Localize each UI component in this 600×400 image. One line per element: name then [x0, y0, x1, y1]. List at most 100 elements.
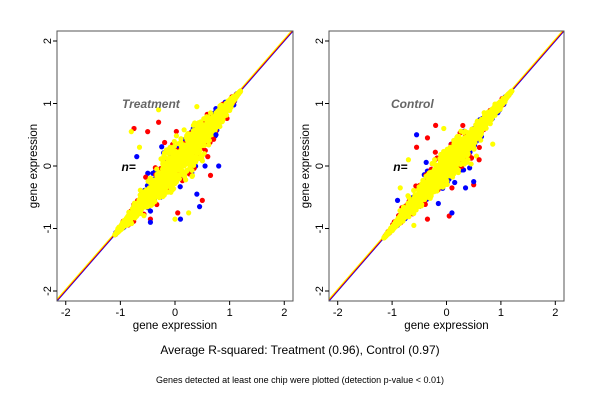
outlier-point [194, 104, 200, 110]
data-point [128, 213, 134, 219]
data-point [178, 136, 184, 142]
data-point [237, 89, 243, 95]
data-point [154, 172, 160, 178]
y-tick-label: 0 [42, 163, 54, 169]
data-point [458, 144, 464, 150]
data-point [496, 101, 502, 107]
x-axis-label: gene expression [133, 320, 217, 332]
y-tick-label: 0 [314, 163, 326, 169]
data-point [162, 139, 168, 146]
outlier-point [449, 185, 455, 191]
data-point [163, 173, 169, 180]
data-point [189, 133, 195, 139]
data-point [438, 161, 444, 167]
data-point [159, 144, 165, 150]
data-point [199, 158, 205, 164]
data-point [189, 167, 195, 174]
data-point [175, 141, 181, 147]
r-squared-summary: Average R-squared: Treatment (0.96), Con… [160, 343, 440, 357]
x-axis-label: gene expression [404, 320, 488, 332]
data-point [195, 120, 201, 126]
data-point [411, 187, 417, 194]
data-point [207, 110, 214, 116]
data-point [466, 136, 472, 142]
y-tick-label: -2 [314, 286, 326, 296]
data-point [428, 193, 434, 199]
x-tick-label: -2 [333, 307, 343, 319]
outlier-point [435, 200, 441, 207]
data-point [185, 131, 191, 137]
data-point [190, 162, 197, 169]
data-point [141, 195, 147, 202]
data-point [439, 171, 445, 177]
data-point [131, 202, 137, 209]
data-point [183, 177, 189, 183]
x-tick-label: -2 [61, 307, 71, 319]
data-point [143, 174, 149, 180]
data-point [208, 116, 215, 122]
data-point [452, 158, 458, 164]
outlier-point [449, 210, 455, 216]
data-point [476, 144, 482, 151]
data-point [147, 185, 154, 191]
outlier-point [424, 135, 431, 141]
data-point [204, 114, 210, 120]
data-point [181, 158, 187, 164]
data-point [216, 113, 222, 119]
data-point [493, 104, 499, 110]
outlier-point [156, 107, 162, 113]
outlier-point [411, 222, 417, 228]
data-point [167, 144, 173, 150]
data-point [429, 160, 435, 167]
data-point [445, 148, 451, 155]
data-point [180, 163, 186, 169]
data-point [147, 208, 154, 214]
data-point [459, 139, 465, 146]
data-point [206, 137, 212, 143]
data-point [191, 158, 197, 164]
outlier-point [397, 185, 403, 191]
data-point [176, 167, 182, 173]
outlier-point [175, 210, 181, 216]
outlier-point [172, 216, 178, 222]
panel-title: Treatment [122, 97, 181, 111]
x-tick-label: 0 [172, 307, 178, 319]
y-tick-label: 2 [314, 38, 326, 44]
data-point [179, 151, 185, 157]
data-point [169, 168, 175, 174]
x-tick-label: 2 [552, 307, 558, 319]
data-point [231, 97, 238, 103]
data-point [483, 115, 489, 122]
data-point [468, 161, 474, 167]
data-point [434, 188, 440, 194]
data-point [421, 189, 427, 196]
data-point [430, 171, 436, 177]
data-point [228, 103, 234, 109]
data-point [439, 181, 445, 187]
data-point [177, 158, 183, 164]
data-point [161, 186, 167, 192]
outlier-point [156, 119, 162, 125]
data-point [161, 150, 168, 156]
data-point [418, 203, 425, 209]
data-point [171, 138, 177, 145]
data-point [401, 208, 407, 214]
data-point [444, 181, 450, 188]
data-point [201, 139, 207, 145]
outlier-point [490, 141, 496, 147]
data-point [501, 95, 507, 102]
data-point [459, 152, 465, 158]
x-tick-label: 2 [281, 307, 287, 319]
count-annotation: n= [121, 160, 135, 174]
data-point [432, 149, 438, 155]
data-point [196, 143, 202, 149]
y-axis-label: gene expression [28, 124, 40, 208]
data-point [193, 154, 200, 160]
data-point [154, 166, 160, 172]
outlier-point [202, 163, 208, 169]
data-point [158, 156, 164, 162]
data-point [407, 200, 413, 206]
data-point [404, 212, 411, 218]
data-point [478, 137, 484, 143]
data-point [135, 203, 141, 209]
